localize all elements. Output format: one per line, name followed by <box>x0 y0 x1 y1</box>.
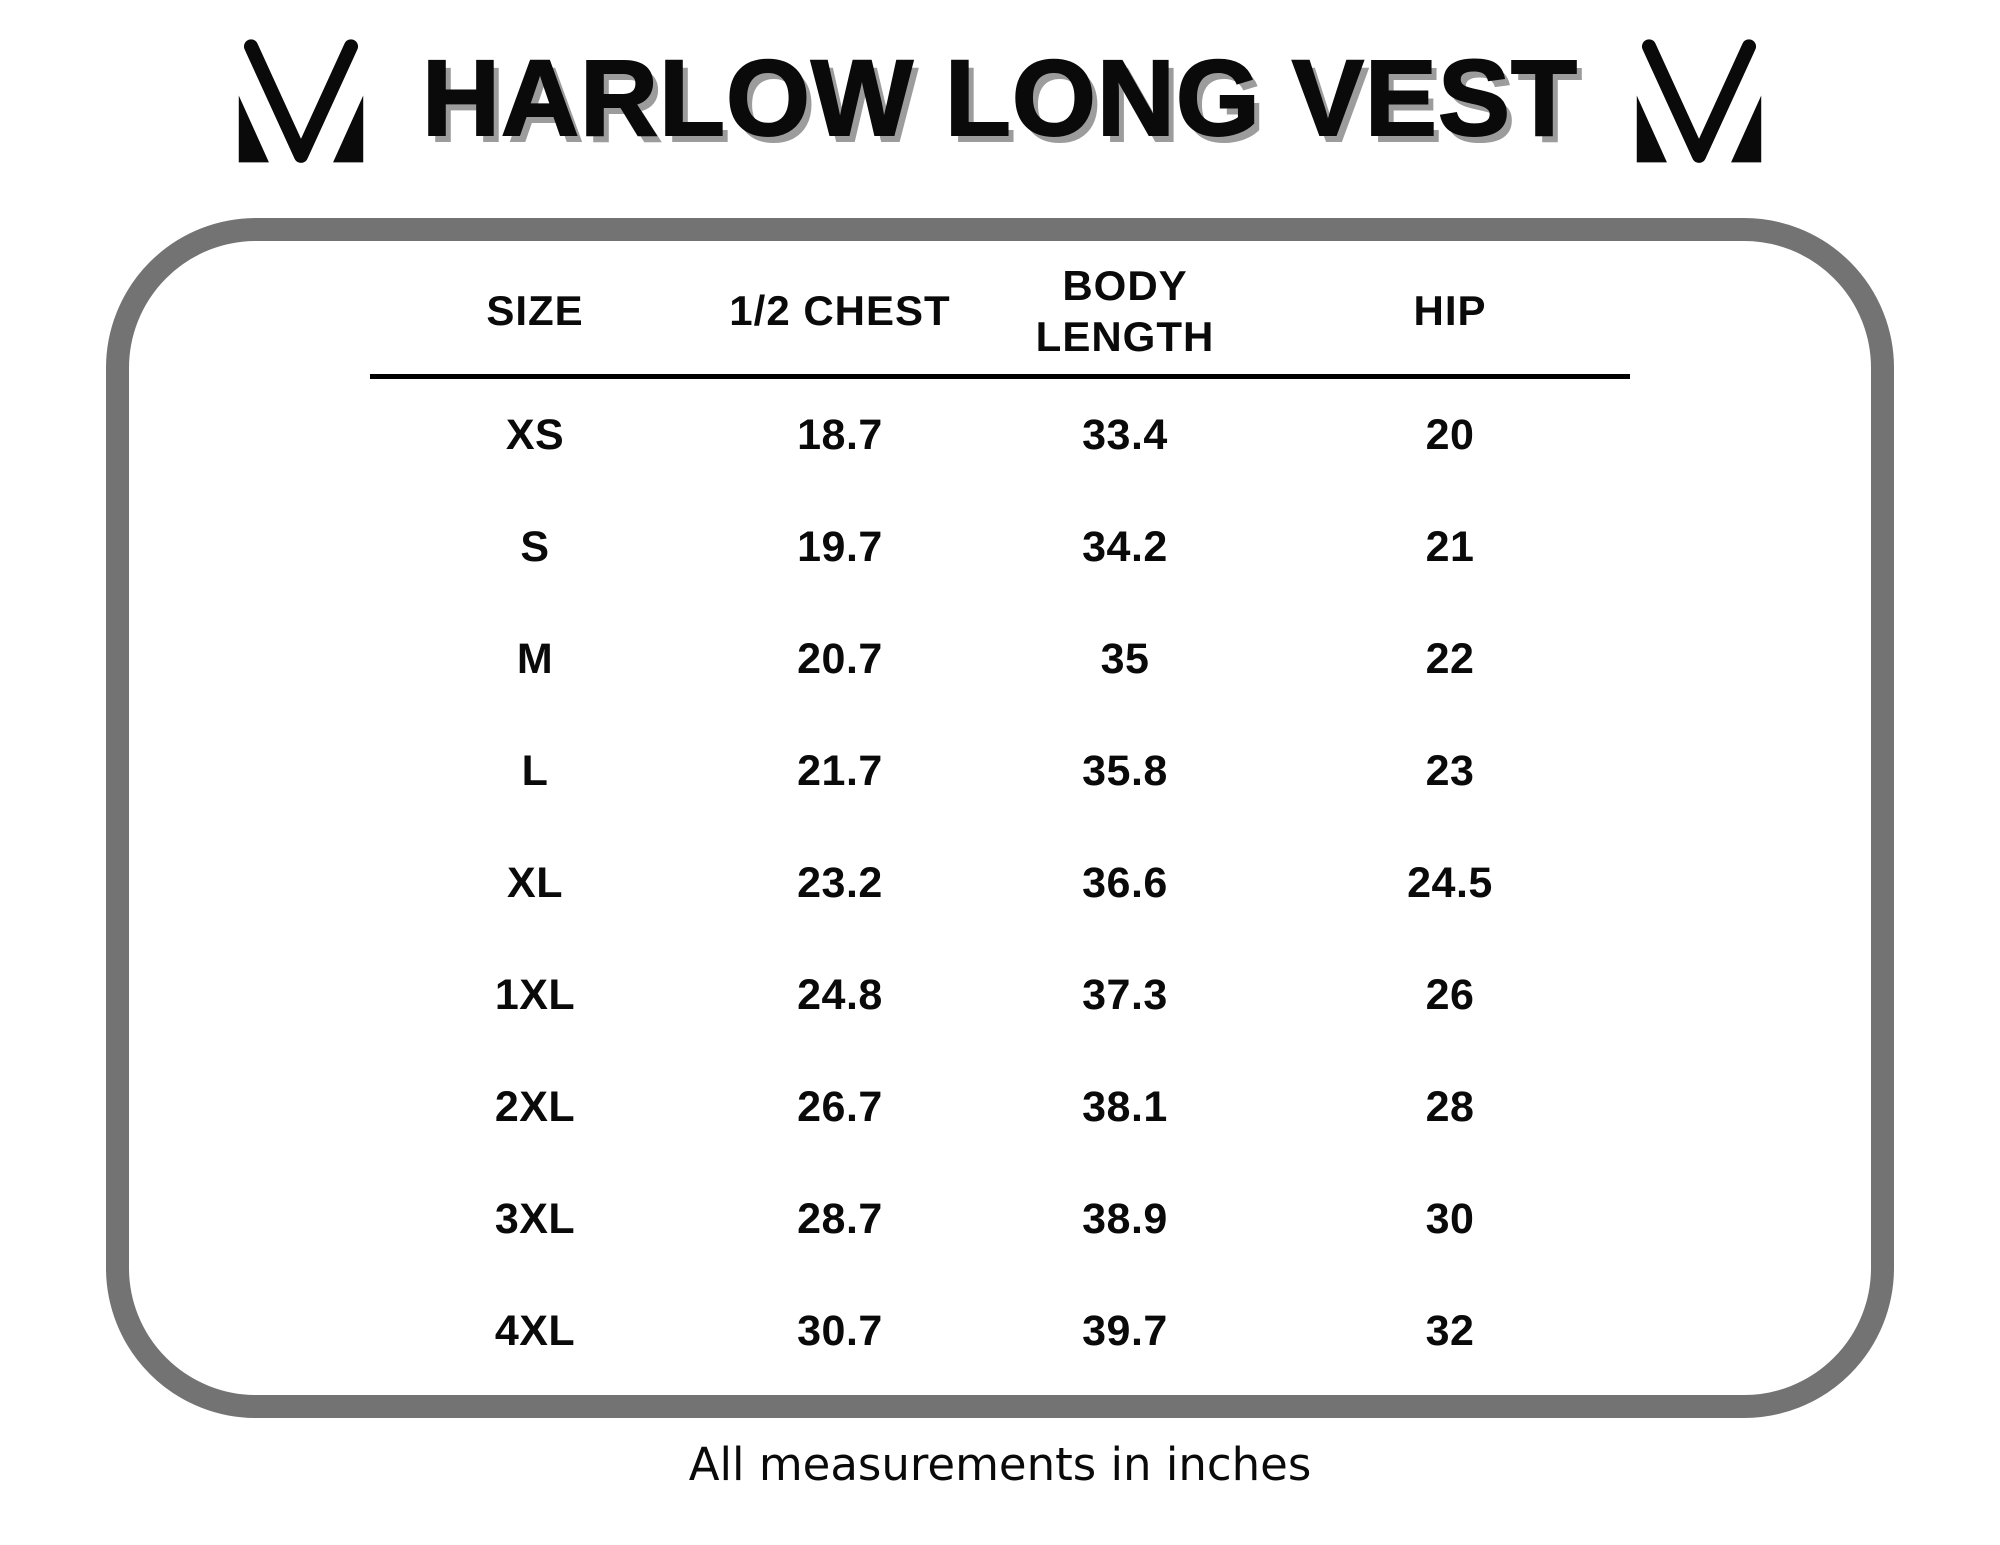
cell-hip: 22 <box>1425 634 1475 683</box>
cell-body-length: 34.2 <box>1082 522 1168 571</box>
cell-hip: 26 <box>1425 970 1475 1019</box>
table-row-1xl: 1XL 24.8 37.3 26 <box>370 939 1630 1051</box>
header-half-chest: 1/2 CHEST <box>729 287 951 335</box>
cell-half-chest: 18.7 <box>797 410 883 459</box>
header-body-length: BODY LENGTH <box>1035 262 1215 360</box>
cell-half-chest: 24.8 <box>797 970 883 1019</box>
cell-size: 2XL <box>494 1082 576 1131</box>
cell-body-length: 38.9 <box>1082 1194 1168 1243</box>
brand-m-mark-left-icon <box>238 39 364 163</box>
cell-size: 3XL <box>494 1194 576 1243</box>
header-size: SIZE <box>486 287 584 335</box>
cell-hip: 21 <box>1425 522 1475 571</box>
cell-size: L <box>521 746 549 795</box>
measurement-unit-note: All measurements in inches <box>688 1438 1312 1491</box>
cell-body-length: 33.4 <box>1082 410 1168 459</box>
cell-hip: 20 <box>1425 410 1475 459</box>
table-row-xs: XS 18.7 33.4 20 <box>370 379 1630 491</box>
table-row-2xl: 2XL 26.7 38.1 28 <box>370 1051 1630 1163</box>
cell-body-length: 38.1 <box>1082 1082 1168 1131</box>
cell-hip: 28 <box>1425 1082 1475 1131</box>
table-row-4xl: 4XL 30.7 39.7 32 <box>370 1275 1630 1387</box>
cell-half-chest: 19.7 <box>797 522 883 571</box>
brand-m-mark-right-icon <box>1636 39 1762 163</box>
size-chart-panel: SIZE 1/2 CHEST BODY LENGTH HIP XS 18.7 3… <box>106 218 1894 1418</box>
cell-half-chest: 30.7 <box>797 1306 883 1355</box>
cell-body-length: 36.6 <box>1082 858 1168 907</box>
size-table: SIZE 1/2 CHEST BODY LENGTH HIP XS 18.7 3… <box>370 249 1630 1387</box>
cell-half-chest: 20.7 <box>797 634 883 683</box>
table-row-s: S 19.7 34.2 21 <box>370 491 1630 603</box>
cell-size: 1XL <box>494 970 576 1019</box>
cell-body-length: 35 <box>1100 634 1150 683</box>
cell-size: S <box>520 522 550 571</box>
table-row-l: L 21.7 35.8 23 <box>370 715 1630 827</box>
cell-half-chest: 26.7 <box>797 1082 883 1131</box>
cell-hip: 24.5 <box>1407 858 1493 907</box>
table-row-m: M 20.7 35 22 <box>370 603 1630 715</box>
cell-size: 4XL <box>494 1306 576 1355</box>
cell-hip: 30 <box>1425 1194 1475 1243</box>
cell-half-chest: 23.2 <box>797 858 883 907</box>
cell-body-length: 39.7 <box>1082 1306 1168 1355</box>
cell-hip: 23 <box>1425 746 1475 795</box>
cell-half-chest: 21.7 <box>797 746 883 795</box>
table-row-3xl: 3XL 28.7 38.9 30 <box>370 1163 1630 1275</box>
cell-size: M <box>516 634 554 683</box>
cell-body-length: 35.8 <box>1082 746 1168 795</box>
cell-half-chest: 28.7 <box>797 1194 883 1243</box>
cell-size: XL <box>507 858 563 907</box>
cell-body-length: 37.3 <box>1082 970 1168 1019</box>
header: HARLOW LONG VEST <box>0 28 2000 178</box>
page-title: HARLOW LONG VEST <box>421 37 1578 158</box>
table-row-xl: XL 23.2 36.6 24.5 <box>370 827 1630 939</box>
cell-hip: 32 <box>1425 1306 1475 1355</box>
table-header-row: SIZE 1/2 CHEST BODY LENGTH HIP <box>370 249 1630 379</box>
header-hip: HIP <box>1413 287 1487 335</box>
cell-size: XS <box>505 410 565 459</box>
